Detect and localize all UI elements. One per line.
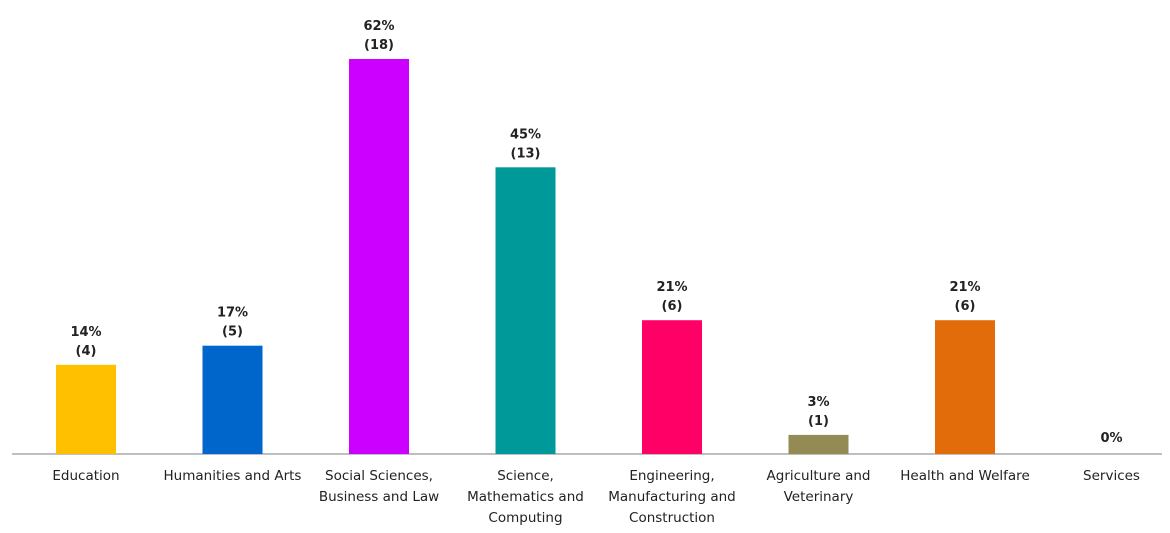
category-label-line: Construction [629,510,715,526]
bar-5 [788,434,849,454]
category-label-line: Education [52,468,119,484]
bar-6 [935,320,995,454]
count-label-0: (4) [76,344,97,359]
category-label-line: Veterinary [784,489,854,505]
percent-label-6: 21% [949,280,980,295]
category-label-3: Science, Mathematics and Computing [467,468,584,526]
category-label-2: Social Sciences, Business and Law [319,468,439,505]
category-label-line: Social Sciences, [325,468,433,484]
category-label-line: Health and Welfare [900,468,1030,484]
percent-label-1: 17% [217,306,248,321]
category-label-5: Agriculture and Veterinary [767,468,871,505]
percent-label-4: 21% [656,280,687,295]
count-label-2: (18) [364,38,394,53]
category-label-1: Humanities and Arts [164,468,302,484]
count-label-5: (1) [808,414,829,429]
percent-label-7: 0% [1100,431,1122,446]
category-label-line: Mathematics and [467,489,584,505]
category-labels-group: Education Humanities and Arts Social Scien… [52,468,1140,526]
count-label-1: (5) [222,325,243,340]
category-label-line: Business and Law [319,489,439,505]
bars-group [56,59,995,454]
percent-label-2: 62% [363,19,394,34]
category-label-line: Agriculture and [767,468,871,484]
category-label-line: Computing [488,510,562,526]
bar-0 [56,364,116,454]
percent-label-0: 14% [70,325,101,340]
count-label-4: (6) [662,299,683,314]
percent-label-5: 3% [807,395,829,410]
category-label-line: Humanities and Arts [164,468,302,484]
category-label-4: Engineering, Manufacturing and Constructio… [608,468,735,526]
category-label-line: Science, [497,468,554,484]
category-label-line: Services [1083,468,1140,484]
category-label-6: Health and Welfare [900,468,1030,484]
bar-2 [349,59,409,454]
percent-label-3: 45% [510,127,541,142]
bar-1 [202,345,263,454]
count-label-3: (13) [511,146,541,161]
count-label-6: (6) [955,299,976,314]
category-label-line: Manufacturing and [608,489,735,505]
bar-4 [642,320,702,454]
category-label-0: Education [52,468,119,484]
category-label-line: Engineering, [629,468,714,484]
bar-3 [495,167,556,454]
category-label-7: Services [1083,468,1140,484]
value-labels-group: 14% (4) 17% (5) 62% (18) 45% (13) 21% (6) 3% (1) 21%… [70,19,1122,446]
